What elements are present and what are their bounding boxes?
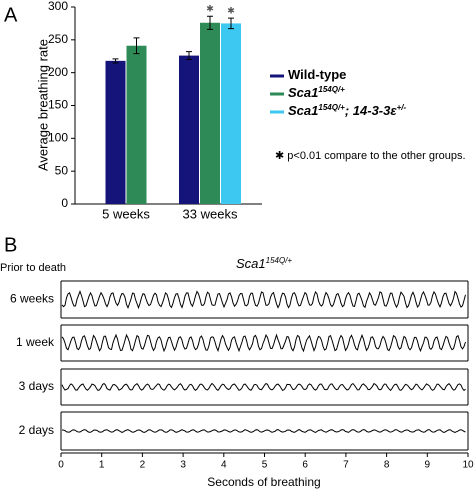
legend-label: Sca1154Q/+ — [288, 85, 345, 101]
y-tick-label: 200 — [48, 65, 68, 79]
legend-label-part: Wild-type — [288, 67, 346, 82]
panel-label: A — [4, 4, 18, 26]
row-label: 3 days — [19, 379, 54, 393]
y-tick-label: 150 — [48, 98, 68, 112]
x-tick-label: 9 — [425, 460, 431, 471]
legend-label-part: Sca1 — [288, 85, 318, 100]
x-tick-label: 4 — [221, 460, 227, 471]
trace-title-part: 154Q/+ — [266, 256, 293, 265]
x-tick-label: 8 — [384, 460, 390, 471]
error-bar — [133, 37, 140, 55]
breathing-trace — [61, 382, 466, 392]
row-label: 1 week — [16, 335, 55, 349]
legend-label-part: ; 14-3-3ε — [345, 103, 398, 118]
bar — [105, 60, 126, 205]
breathing-trace — [61, 289, 466, 310]
x-tick-label: 2 — [140, 460, 146, 471]
trace-frame — [60, 411, 469, 451]
bar — [179, 55, 199, 204]
x-tick-label: 7 — [343, 460, 349, 471]
legend-label: Sca1154Q/+; 14-3-3ε+/- — [288, 103, 406, 119]
legend-label-part: 154Q/+ — [318, 103, 345, 112]
error-bar — [186, 51, 192, 61]
x-axis-label: Seconds of breathing — [207, 475, 320, 489]
y-tick-label: 100 — [48, 131, 68, 145]
trace-frame — [60, 324, 469, 362]
bar — [200, 22, 220, 205]
trace-frame — [60, 368, 469, 406]
row-label: 6 weeks — [10, 292, 54, 306]
legend-label: Wild-type — [288, 67, 346, 82]
x-tick-label: 1 — [99, 460, 105, 471]
error-bar — [112, 58, 119, 64]
bar — [221, 23, 241, 204]
trace-title-part: Sca1 — [236, 256, 266, 271]
legend-label-part: Sca1 — [288, 103, 318, 118]
trace-frame — [60, 280, 469, 319]
legend-label-part: +/- — [397, 103, 407, 112]
x-tick-label: 3 — [180, 460, 186, 471]
x-tick-label: 0 — [58, 460, 64, 471]
breathing-trace — [61, 429, 466, 433]
bar — [126, 45, 147, 204]
x-tick-label: 10 — [462, 460, 474, 471]
x-tick-label: 33 weeks — [183, 206, 238, 221]
error-bar — [207, 15, 213, 30]
x-tick-label: 6 — [302, 460, 308, 471]
trace-title: Sca1154Q/+ — [236, 256, 292, 272]
x-tick-label: 5 — [262, 460, 268, 471]
y-tick-label: 250 — [48, 32, 68, 46]
row-label: 2 days — [19, 423, 54, 437]
breathing-trace — [61, 333, 466, 353]
significance-marker: ✱ — [206, 4, 214, 14]
y-tick-label: 0 — [61, 196, 68, 210]
note: ✱ p<0.01 compare to the other groups. — [275, 150, 466, 162]
subtitle: Prior to death — [0, 262, 66, 274]
y-tick-label: 300 — [48, 0, 68, 13]
significance-marker: ✱ — [227, 6, 235, 16]
legend-label-part: 154Q/+ — [318, 85, 345, 94]
error-bar — [228, 17, 234, 30]
y-tick-label: 50 — [55, 163, 69, 177]
x-tick-label: 5 weeks — [102, 206, 150, 221]
panel-label: B — [4, 234, 17, 256]
y-axis-label: Average breathing rate — [35, 39, 50, 171]
